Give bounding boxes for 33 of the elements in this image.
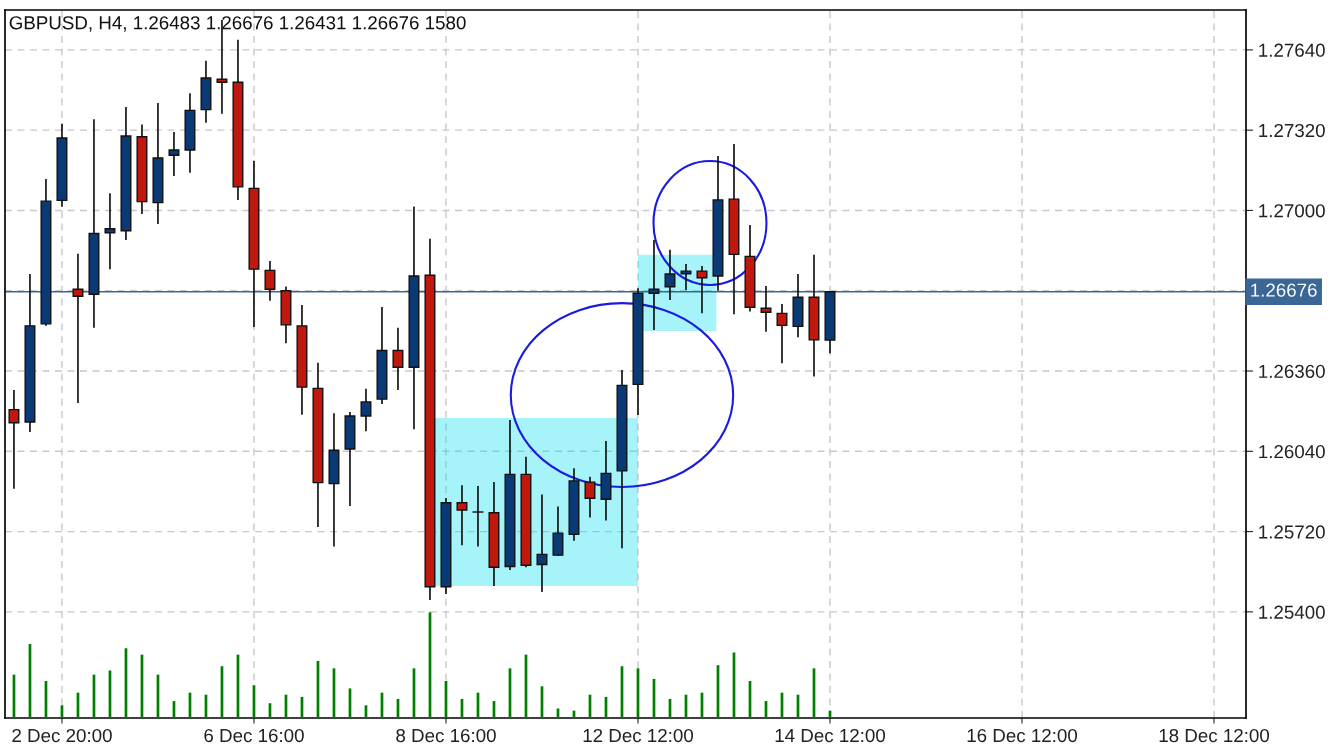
x-tick-label: 16 Dec 12:00 — [967, 728, 1078, 743]
candlestick — [104, 192, 116, 271]
candlestick — [472, 485, 484, 548]
x-tick-label: 8 Dec 16:00 — [396, 728, 496, 743]
y-tick-label: 1.27320 — [1259, 123, 1325, 138]
candlestick — [552, 505, 564, 557]
candlestick — [264, 260, 276, 302]
y-tick-label: 1.26040 — [1259, 445, 1325, 459]
x-tick-label: 2 Dec 20:00 — [12, 728, 112, 743]
x-tick-label: 12 Dec 12:00 — [583, 728, 694, 743]
candlestick — [168, 131, 180, 177]
x-tick-label: 6 Dec 16:00 — [204, 728, 304, 743]
y-tick-label: 1.27640 — [1259, 43, 1325, 57]
x-tick-label: 18 Dec 12:00 — [1159, 728, 1270, 743]
candlestick — [680, 263, 692, 291]
candlestick — [776, 303, 788, 365]
candlestick — [392, 327, 404, 391]
y-tick-label: 1.26360 — [1259, 364, 1325, 378]
y-tick-label: 1.27000 — [1259, 204, 1325, 218]
candlestick — [584, 475, 596, 519]
candlestick — [696, 265, 708, 315]
candlestick — [648, 239, 660, 331]
y-tick-label: 1.25400 — [1259, 605, 1325, 619]
candlestick — [456, 484, 468, 546]
y-tick-label: 1.25720 — [1259, 525, 1325, 539]
candlestick — [664, 249, 676, 301]
candlestick — [536, 493, 548, 593]
candlestick — [360, 388, 372, 433]
ref-line-label: 1.26676 — [1251, 283, 1317, 297]
candlestick — [760, 285, 772, 333]
candlestick — [8, 389, 20, 490]
candlestick — [72, 253, 84, 404]
x-tick-label: 14 Dec 12:00 — [775, 728, 886, 743]
